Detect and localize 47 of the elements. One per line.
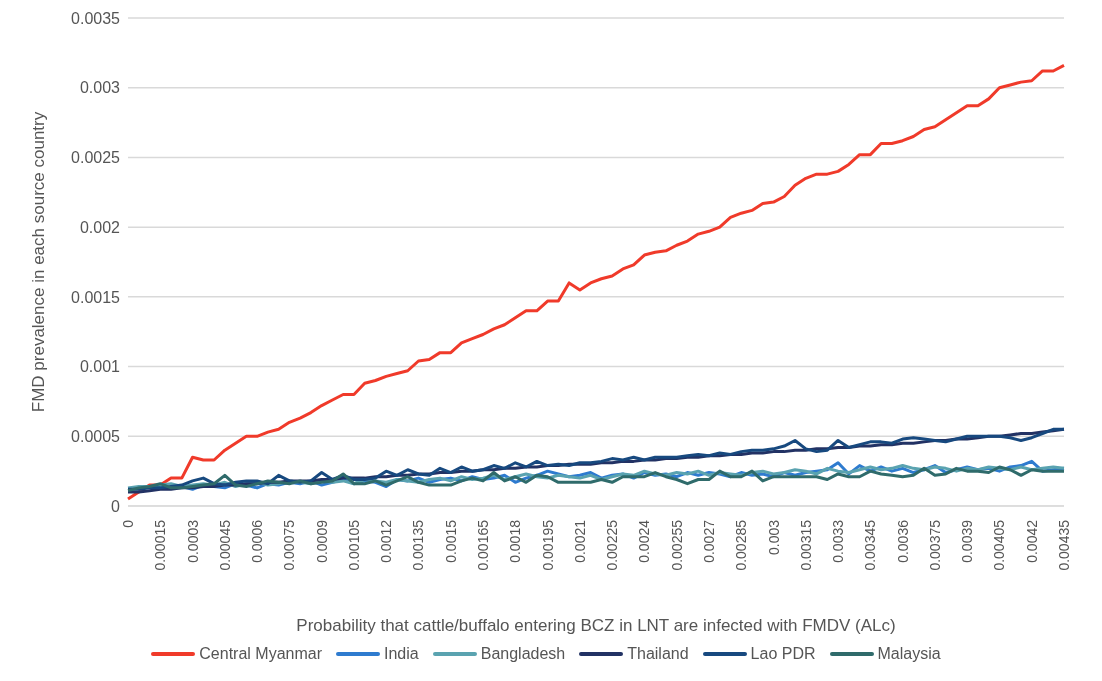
x-tick-label: 0.00195 xyxy=(539,519,556,571)
x-tick-label: 0.00135 xyxy=(410,519,427,571)
x-tick-label: 0.0015 xyxy=(442,519,459,563)
y-tick-label: 0.003 xyxy=(79,79,121,97)
x-tick-label: 0.0012 xyxy=(378,519,395,563)
x-tick-label: 0.00075 xyxy=(281,519,298,571)
x-tick-label: 0.00375 xyxy=(926,519,943,571)
legend-label: India xyxy=(384,645,419,663)
x-tick-label: 0.0009 xyxy=(313,519,330,563)
x-tick-label: 0.0018 xyxy=(507,519,524,563)
x-tick-label: 0.0027 xyxy=(700,519,717,563)
line-series xyxy=(126,63,1066,501)
x-tick-label: 0.0021 xyxy=(571,519,588,563)
x-axis-title: Probability that cattle/buffalo entering BCZ in LNT are infected with FMDV (ALc) xyxy=(296,616,896,635)
x-tick-label: 0.00405 xyxy=(991,519,1008,571)
x-tick-label: 0.0036 xyxy=(894,519,911,563)
y-tick-label: 0.0005 xyxy=(71,427,121,445)
x-tick-label: 0.0042 xyxy=(1023,519,1040,563)
x-tick-label: 0.00225 xyxy=(604,519,621,571)
y-axis-title: FMD prevalence in each source country xyxy=(29,111,49,413)
y-tick-label: 0.0015 xyxy=(71,288,121,306)
x-tick-label: 0.00015 xyxy=(152,519,169,571)
x-tick-label: 0.00255 xyxy=(668,519,685,571)
legend-label: Lao PDR xyxy=(750,645,816,663)
y-tick-label: 0.002 xyxy=(79,218,121,236)
x-tick-label: 0.003 xyxy=(765,519,782,556)
x-tick-label: 0.00045 xyxy=(216,519,233,571)
y-tick-label: 0.0035 xyxy=(71,9,121,27)
x-tick-label: 0.0003 xyxy=(184,519,201,563)
x-tick-label: 0.00345 xyxy=(862,519,879,571)
x-tick-label: 0.0006 xyxy=(249,519,266,563)
x-tick-label: 0.00165 xyxy=(475,519,492,571)
x-tick-label: 0.0033 xyxy=(830,519,847,563)
x-tick-label: 0 xyxy=(120,519,136,528)
legend-label: Thailand xyxy=(627,645,689,663)
x-tick-label: 0.0039 xyxy=(959,519,976,563)
y-tick-label: 0.001 xyxy=(79,358,121,376)
y-tick-label: 0 xyxy=(111,497,121,515)
x-tick-label: 0.0024 xyxy=(636,519,653,563)
x-tick-label: 0.00285 xyxy=(733,519,750,571)
legend-label: Central Myanmar xyxy=(199,645,323,663)
x-tick-label: 0.00105 xyxy=(345,519,362,571)
y-tick-label: 0.0025 xyxy=(71,149,121,167)
legend-label: Bangladesh xyxy=(480,645,566,663)
x-tick-label: 0.00315 xyxy=(797,519,814,571)
x-tick-label: 0.00435 xyxy=(1056,519,1072,571)
legend-label: Malaysia xyxy=(877,645,941,663)
